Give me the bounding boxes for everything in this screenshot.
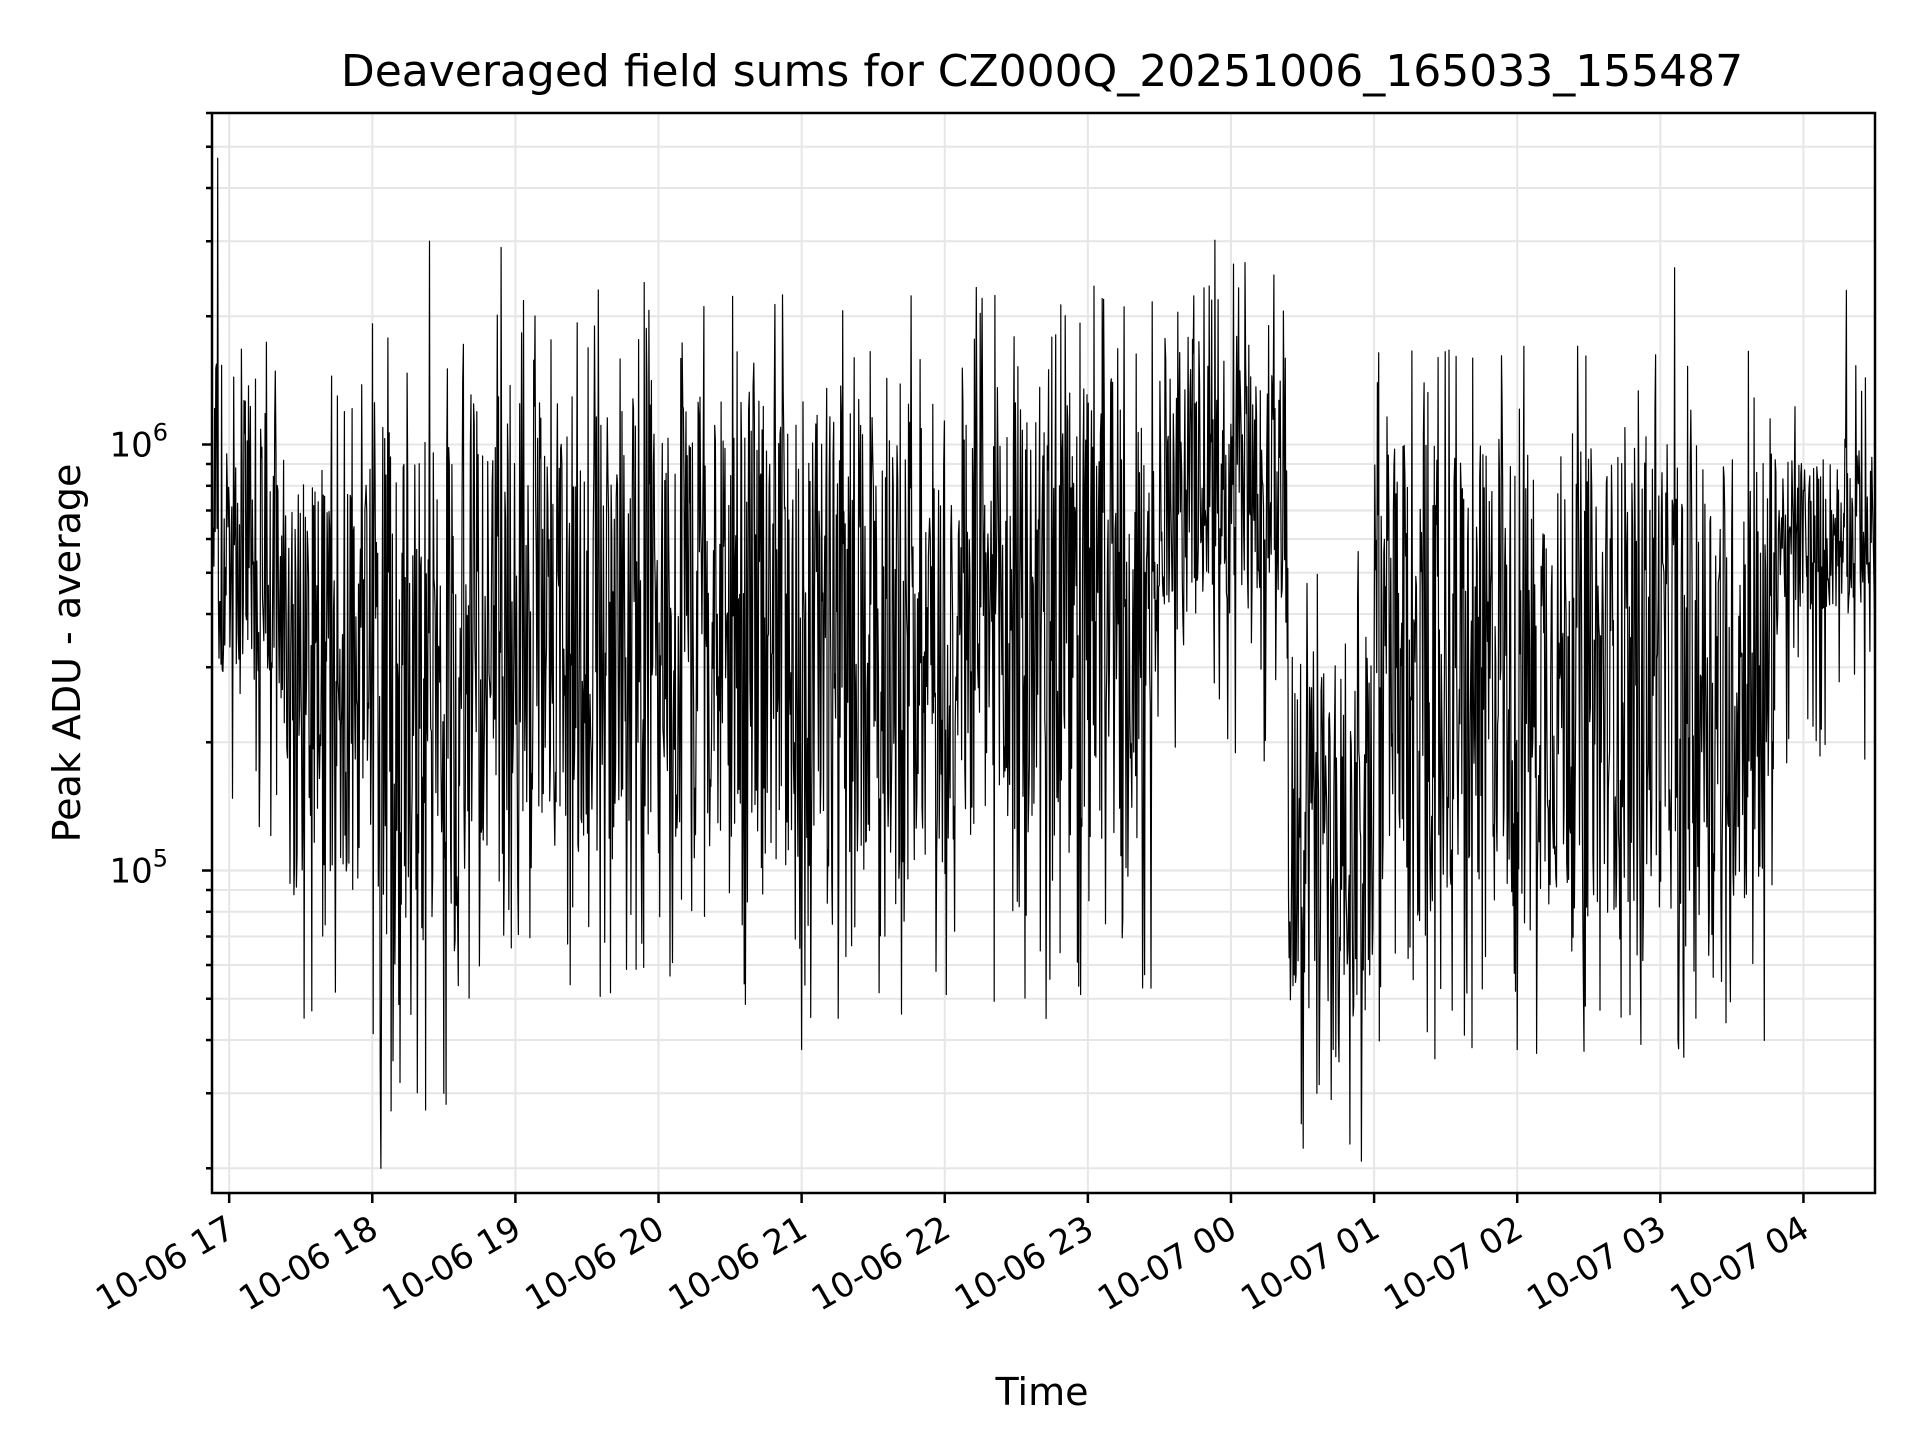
y-axis-label: Peak ADU - average (45, 464, 89, 843)
y-tick-label: 106 (109, 419, 168, 466)
x-tick-label: 10-06 21 (662, 1208, 814, 1319)
x-tick-label: 10-06 18 (232, 1208, 384, 1319)
x-tick-label: 10-06 19 (376, 1208, 528, 1319)
x-tick-label: 10-06 23 (948, 1208, 1100, 1319)
x-tick-label: 10-06 22 (805, 1208, 957, 1319)
plot-frame (210, 111, 1877, 1195)
y-axis-ticks: 105 106 (109, 111, 212, 1170)
y-tick-label: 105 (109, 845, 168, 892)
x-tick-label: 10-07 02 (1377, 1208, 1529, 1319)
x-tick-label: 10-07 04 (1664, 1208, 1816, 1319)
x-axis-label: Time (995, 1370, 1089, 1414)
series-line (211, 157, 1876, 1169)
x-tick-label: 10-07 03 (1520, 1208, 1672, 1319)
x-tick-label: 10-07 01 (1234, 1208, 1386, 1319)
series-layer (211, 157, 1876, 1169)
chart-title: Deaveraged field sums for CZ000Q_2025100… (341, 46, 1743, 97)
x-tick-label: 10-06 17 (89, 1208, 241, 1319)
x-tick-label: 10-07 00 (1091, 1208, 1243, 1319)
x-tick-label: 10-06 20 (519, 1208, 671, 1319)
